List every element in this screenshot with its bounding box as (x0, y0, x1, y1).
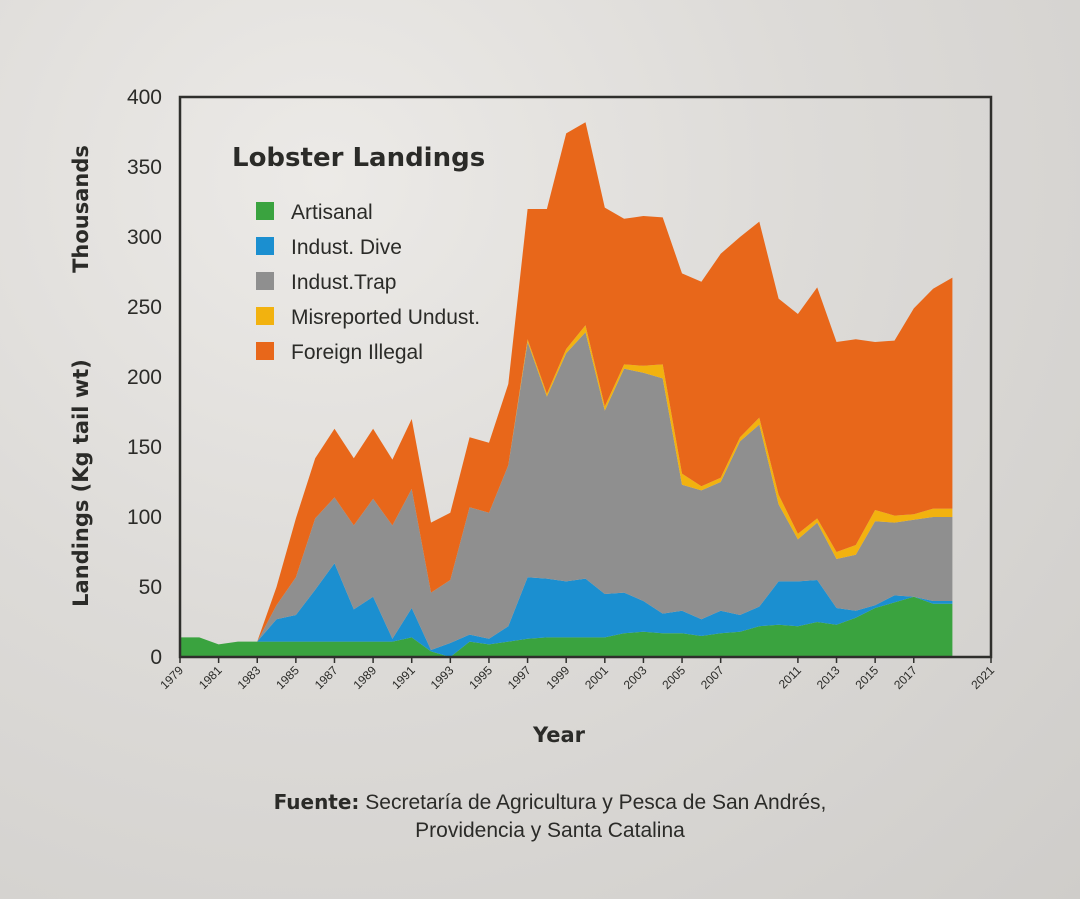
x-tick-label: 2013 (814, 663, 843, 692)
y-tick-label: 350 (127, 156, 162, 179)
x-tick-label: 1995 (466, 663, 495, 692)
x-tick-label: 2007 (698, 663, 727, 692)
legend-swatch (256, 307, 274, 325)
x-tick-label: 2011 (776, 663, 804, 691)
y-tick-label: 400 (127, 86, 162, 109)
legend-label: Artisanal (291, 201, 373, 224)
area-series-3 (180, 332, 953, 650)
x-tick-label: 1997 (505, 663, 534, 692)
x-tick-label: 1985 (273, 663, 302, 692)
x-axis-title: Year (532, 723, 586, 747)
chart-title: Lobster Landings (232, 143, 485, 173)
area-series-1 (180, 596, 953, 657)
y-tick-label: 0 (150, 646, 162, 669)
legend-label: Indust. Dive (291, 236, 402, 259)
y-tick-label: 300 (127, 226, 162, 249)
legend-swatch (256, 237, 274, 255)
y-axis-title: Landings (Kg tail wt) (69, 359, 93, 607)
x-tick-label: 2021 (968, 663, 997, 692)
x-tick-label: 2005 (659, 663, 688, 692)
legend-swatch (256, 342, 274, 360)
y-tick-label: 200 (127, 366, 162, 389)
legend-label: Foreign Illegal (291, 341, 423, 364)
y-axis-ticks: 0 50 100 150 200 250 300 350 400 (127, 86, 162, 669)
y-tick-label: 100 (127, 506, 162, 529)
source-line-1: Secretaría de Agricultura y Pesca de San… (365, 791, 827, 814)
x-axis-ticks: 1979 1981 1983 1985 1987 1989 1991 1993 1995 1997… (157, 657, 997, 692)
x-tick-label: 1989 (350, 663, 379, 692)
x-tick-label: 1981 (196, 663, 225, 692)
x-tick-label: 1999 (544, 663, 573, 692)
legend-swatch (256, 272, 274, 290)
x-tick-label: 1983 (235, 663, 264, 692)
y-tick-label: 150 (127, 436, 162, 459)
area-series-5 (180, 122, 953, 645)
legend-label: Indust.Trap (291, 271, 396, 294)
x-tick-label: 1987 (312, 663, 341, 692)
source-line-2: Providencia y Santa Catalina (415, 819, 685, 842)
stacked-areas (180, 122, 953, 657)
legend: Artisanal Indust. Dive Indust.Trap Misrepor… (256, 201, 480, 364)
y-tick-label: 250 (127, 296, 162, 319)
area-series-2 (180, 563, 953, 657)
legend-label: Misreported Undust. (291, 306, 480, 329)
source-label: Fuente: (273, 790, 360, 814)
x-tick-label: 2015 (852, 663, 881, 692)
x-tick-label: 2001 (582, 663, 611, 692)
y-tick-label: 50 (139, 576, 162, 599)
x-tick-label: 1991 (389, 663, 418, 692)
plot-frame (178, 95, 993, 659)
x-tick-label: 2003 (621, 663, 650, 692)
x-tick-label: 2017 (891, 663, 920, 692)
y-axis-unit: Thousands (69, 145, 93, 273)
x-tick-label: 1993 (428, 663, 457, 692)
legend-swatch (256, 202, 274, 220)
source-note: Fuente: Secretaría de Agricultura y Pesc… (200, 788, 900, 845)
